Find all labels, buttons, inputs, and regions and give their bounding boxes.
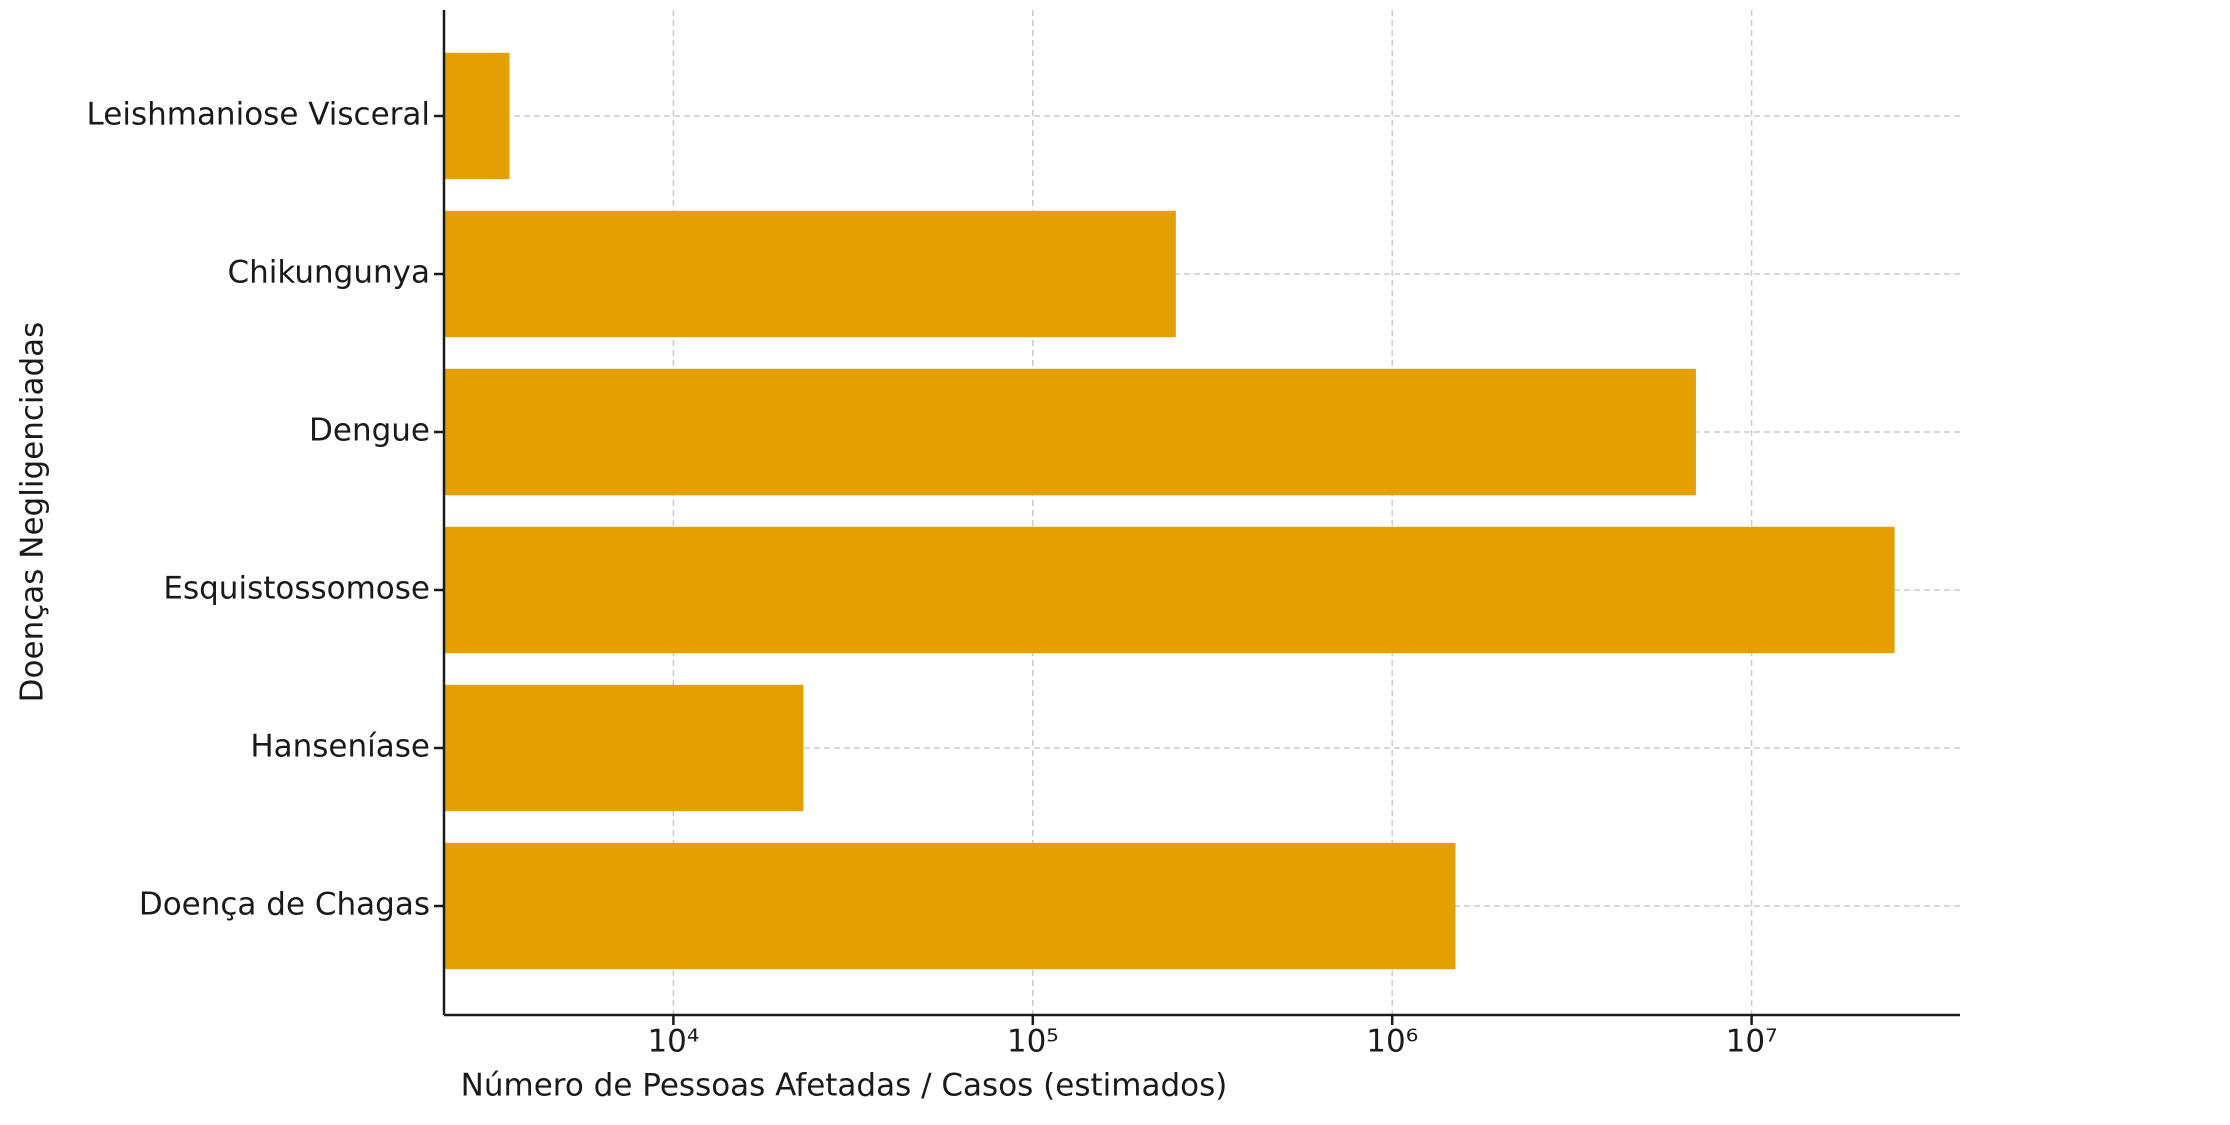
y-tick-label: Leishmaniose Visceral [87, 97, 430, 133]
y-tick-label: Hanseníase [250, 729, 430, 765]
bar [444, 526, 1895, 654]
x-tick-label: 10⁵ [1007, 1024, 1059, 1060]
x-tick-label: 10⁴ [647, 1024, 699, 1060]
bar [444, 210, 1176, 338]
bar [444, 368, 1696, 496]
bar [444, 52, 510, 180]
y-tick-label: Esquistossomose [163, 571, 430, 607]
y-axis-label: Doenças Negligenciadas [15, 322, 51, 703]
y-tick-label: Dengue [309, 413, 430, 449]
y-tick-label: Doença de Chagas [139, 887, 430, 923]
x-tick-label: 10⁷ [1726, 1024, 1778, 1060]
x-axis-label: Número de Pessoas Afetadas / Casos (esti… [461, 1068, 1228, 1104]
bar [444, 684, 804, 812]
y-tick-label: Chikungunya [227, 255, 430, 291]
x-tick-label: 10⁶ [1366, 1024, 1418, 1060]
bar [444, 842, 1456, 970]
